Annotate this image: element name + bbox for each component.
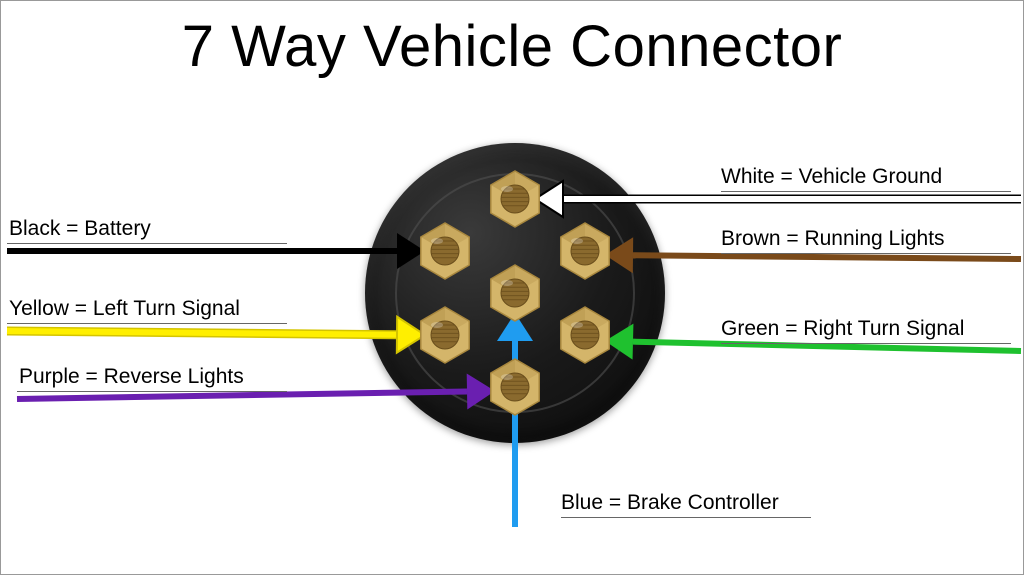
label-yellow: Yellow = Left Turn Signal	[9, 297, 240, 321]
pin-yellow	[421, 307, 469, 363]
pin-purple	[491, 359, 539, 415]
label-green: Green = Right Turn Signal	[721, 317, 964, 341]
label-white: White = Vehicle Ground	[721, 165, 942, 189]
label-underline-green	[721, 343, 1011, 344]
diagram-svg	[1, 1, 1024, 576]
label-underline-blue	[561, 517, 811, 518]
label-blue: Blue = Brake Controller	[561, 491, 779, 515]
pin-brown	[561, 223, 609, 279]
pin-green	[561, 307, 609, 363]
label-brown: Brown = Running Lights	[721, 227, 945, 251]
label-underline-brown	[721, 253, 1011, 254]
label-underline-white	[721, 191, 1011, 192]
pin-black	[421, 223, 469, 279]
label-underline-purple	[17, 391, 287, 392]
arrow-blue	[497, 313, 533, 527]
pin-white	[491, 171, 539, 227]
nuts-layer	[421, 171, 609, 415]
label-black: Black = Battery	[9, 217, 151, 241]
label-purple: Purple = Reverse Lights	[19, 365, 244, 389]
label-underline-black	[7, 243, 287, 244]
pin-blue	[491, 265, 539, 321]
label-underline-yellow	[7, 323, 287, 324]
